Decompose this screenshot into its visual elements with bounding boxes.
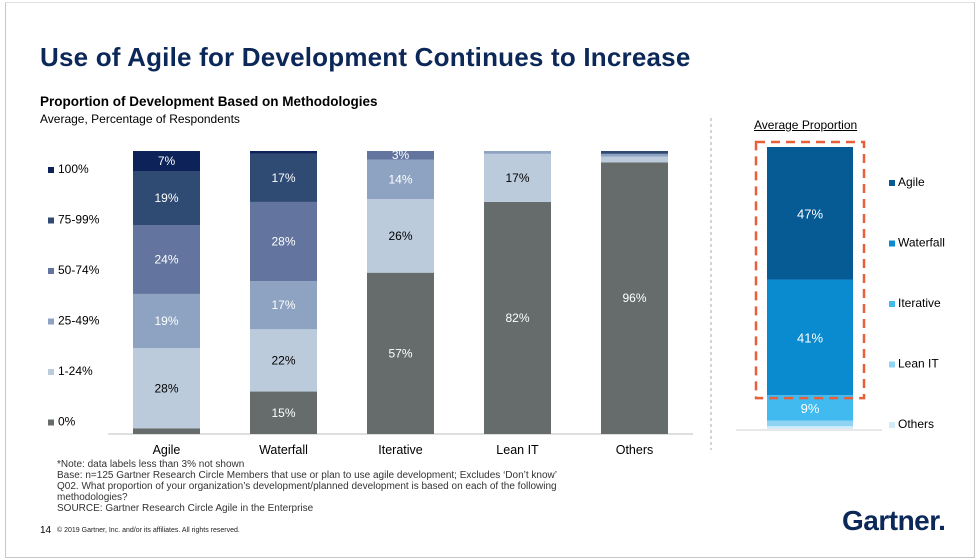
gartner-logo: Gartner. xyxy=(842,505,946,536)
bar-agile-0pct xyxy=(133,428,200,434)
chart-subtitle: Proportion of Development Based on Metho… xyxy=(40,94,378,109)
footnote-question: Q02. What proportion of your organizatio… xyxy=(57,481,557,503)
bar-waterfall-75-99pct xyxy=(250,153,317,202)
legend-label-75-99pct: 75-99% xyxy=(58,213,100,227)
bar-waterfall-0pct xyxy=(250,391,317,434)
footnote-base: Base: n=125 Gartner Research Circle Memb… xyxy=(57,470,557,481)
data-label-iterative-25-49pct: 14% xyxy=(388,172,412,186)
bar-waterfall-50-74pct xyxy=(250,201,317,282)
avg-bar-lean-it xyxy=(767,420,853,427)
avg-legend-label-iterative: Iterative xyxy=(898,296,941,310)
avg-legend-swatch-lean-it xyxy=(889,361,895,368)
legend-label-25-49pct: 25-49% xyxy=(58,314,100,328)
bar-others-75-99pct xyxy=(601,151,668,154)
legend-label-0pct: 0% xyxy=(58,415,76,429)
main-stacked-bars: 28% 19% 24% 19% 7% 15% 22% 17% 28% 17% 57% 26% 14% 3%… xyxy=(108,148,693,435)
avg-legend-label-lean-it: Lean IT xyxy=(898,357,939,371)
page-number: 14 xyxy=(40,525,52,536)
category-label-waterfall: Waterfall xyxy=(259,443,308,457)
avg-legend-label-agile: Agile xyxy=(898,175,925,189)
average-proportion-title: Average Proportion xyxy=(754,118,858,132)
bar-iterative-25-49pct xyxy=(367,159,434,200)
avg-legend-swatch-waterfall xyxy=(889,240,895,247)
bar-lean-it-25-49pct xyxy=(484,151,551,154)
legend-swatch-1-24pct xyxy=(48,369,54,375)
avg-legend-swatch-iterative xyxy=(889,301,895,307)
legend-label-50-74pct: 50-74% xyxy=(58,263,100,277)
avg-bar-others xyxy=(767,426,853,429)
legend-swatch-0pct xyxy=(48,419,54,426)
avg-data-label-iterative: 9% xyxy=(801,401,820,416)
bar-others-1-24pct xyxy=(601,156,668,163)
data-label-iterative-50-74pct: 3% xyxy=(392,148,410,162)
legend-label-1-24pct: 1-24% xyxy=(58,364,93,378)
data-label-waterfall-1-24pct: 22% xyxy=(271,353,295,367)
bar-agile-75-99pct xyxy=(133,171,200,226)
avg-legend-swatch-others xyxy=(889,422,895,428)
bar-waterfall-100pct xyxy=(250,151,317,154)
slide-title: Use of Agile for Development Continues t… xyxy=(40,42,691,72)
category-label-lean-it: Lean IT xyxy=(496,443,539,457)
legend-swatch-25-49pct xyxy=(48,318,54,325)
bar-iterative-0pct xyxy=(367,272,434,434)
average-legend: Agile Waterfall Iterative Lean IT Others xyxy=(889,175,945,431)
data-label-waterfall-0pct: 15% xyxy=(271,406,295,420)
data-label-iterative-1-24pct: 26% xyxy=(388,229,412,243)
bar-lean-it-0pct xyxy=(484,201,551,434)
avg-data-label-waterfall: 41% xyxy=(797,330,823,345)
data-label-waterfall-50-74pct: 28% xyxy=(271,235,295,249)
data-label-agile-75-99pct: 19% xyxy=(154,191,178,205)
bar-lean-it-1-24pct xyxy=(484,153,551,202)
footnotes: *Note: data labels less than 3% not show… xyxy=(57,459,617,514)
highlight-box xyxy=(754,140,866,400)
main-legend: 100% 75-99% 50-74% 25-49% 1-24% 0% xyxy=(48,162,100,429)
data-label-lean-it-0pct: 82% xyxy=(505,311,529,325)
bar-agile-25-49pct xyxy=(133,293,200,349)
data-label-iterative-0pct: 57% xyxy=(388,346,412,360)
data-label-waterfall-75-99pct: 17% xyxy=(271,171,295,185)
avg-bar-agile xyxy=(767,147,853,280)
bar-iterative-1-24pct xyxy=(367,199,434,273)
bar-waterfall-1-24pct xyxy=(250,329,317,392)
avg-legend-label-waterfall: Waterfall xyxy=(898,236,945,250)
avg-bar-waterfall xyxy=(767,279,853,396)
legend-swatch-50-74pct xyxy=(48,268,54,274)
legend-swatch-100pct xyxy=(48,167,54,173)
data-label-lean-it-1-24pct: 17% xyxy=(505,171,529,185)
bar-agile-1-24pct xyxy=(133,348,200,429)
category-label-agile: Agile xyxy=(153,443,181,457)
slide-frame xyxy=(5,2,975,558)
data-label-waterfall-25-49pct: 17% xyxy=(271,298,295,312)
bar-others-0pct xyxy=(601,162,668,434)
category-label-iterative: Iterative xyxy=(378,443,423,457)
avg-bar-iterative xyxy=(767,395,853,421)
avg-data-label-agile: 47% xyxy=(797,206,823,221)
footnote-source: SOURCE: Gartner Research Circle Agile in… xyxy=(57,503,314,514)
avg-legend-label-others: Others xyxy=(898,417,934,431)
data-label-agile-1-24pct: 28% xyxy=(154,381,178,395)
legend-label-100pct: 100% xyxy=(58,162,89,176)
data-label-agile-25-49pct: 19% xyxy=(154,314,178,328)
data-label-agile-50-74pct: 24% xyxy=(154,253,178,267)
main-category-labels: Agile Waterfall Iterative Lean IT Others xyxy=(153,443,654,457)
bar-iterative-50-74pct xyxy=(367,151,434,160)
data-label-agile-100pct: 7% xyxy=(158,154,176,168)
bar-agile-100pct xyxy=(133,151,200,172)
bar-waterfall-25-49pct xyxy=(250,281,317,330)
copyright: © 2019 Gartner, Inc. and/or its affiliat… xyxy=(57,527,240,534)
bar-others-25-49pct xyxy=(601,153,668,157)
category-label-others: Others xyxy=(616,443,654,457)
average-stacked-bar: 9% 41% 47% xyxy=(736,140,882,431)
footnote-note: *Note: data labels less than 3% not show… xyxy=(57,459,245,470)
legend-swatch-75-99pct xyxy=(48,217,54,224)
chart-subsubtitle: Average, Percentage of Respondents xyxy=(40,112,240,126)
avg-legend-swatch-agile xyxy=(889,180,895,186)
data-label-others-0pct: 96% xyxy=(622,291,646,305)
bar-agile-50-74pct xyxy=(133,225,200,294)
